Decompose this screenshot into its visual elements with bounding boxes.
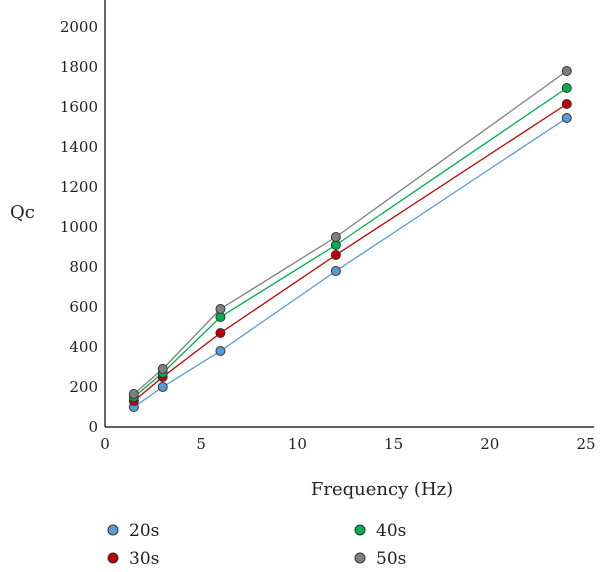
data-point [215, 304, 226, 314]
data-point [128, 389, 139, 399]
legend-label: 30s [129, 549, 159, 569]
series-lines [133, 70, 568, 408]
data-point [157, 382, 168, 392]
y-tick-label: 1600 [60, 98, 98, 116]
y-axis-title: Qc [10, 202, 35, 223]
x-axis-title: Frequency (Hz) [311, 479, 453, 500]
x-tick-label: 5 [196, 435, 206, 453]
x-axis-ticks: 0 5 10 15 20 25 [100, 435, 595, 453]
legend-label: 50s [376, 549, 406, 569]
legend-marker [107, 552, 119, 564]
data-point [157, 364, 168, 374]
y-tick-label: 1200 [60, 178, 98, 196]
series-line [133, 70, 568, 395]
data-point [330, 250, 341, 260]
legend-marker [107, 524, 119, 536]
y-tick-label: 800 [69, 258, 98, 276]
data-point [215, 346, 226, 356]
series-line [133, 117, 568, 408]
legend-marker [354, 524, 366, 536]
data-point [561, 113, 572, 123]
y-tick-label: 600 [69, 298, 98, 316]
data-point [561, 66, 572, 76]
y-tick-label: 0 [88, 418, 98, 436]
x-tick-label: 15 [384, 435, 403, 453]
legend-label: 40s [376, 521, 406, 541]
data-point [330, 232, 341, 242]
y-tick-label: 200 [69, 378, 98, 396]
series-points [128, 66, 572, 412]
data-point [561, 83, 572, 93]
legend: 20s 30s 40s 50s [107, 521, 406, 569]
x-tick-label: 25 [576, 435, 595, 453]
y-tick-label: 1800 [60, 58, 98, 76]
legend-label: 20s [129, 521, 159, 541]
data-point [215, 328, 226, 338]
x-tick-label: 20 [480, 435, 499, 453]
legend-marker [354, 552, 366, 564]
y-tick-label: 1000 [60, 218, 98, 236]
x-tick-label: 0 [100, 435, 110, 453]
data-point [561, 99, 572, 109]
series-line [133, 87, 568, 398]
x-tick-label: 10 [288, 435, 307, 453]
y-tick-label: 2000 [60, 18, 98, 36]
y-tick-label: 400 [69, 338, 98, 356]
data-point [330, 266, 341, 276]
series-line [133, 103, 568, 402]
y-tick-label: 1400 [60, 138, 98, 156]
y-axis-ticks: 0 200 400 600 800 1000 1200 1400 1600 1800 2000 [60, 18, 98, 436]
